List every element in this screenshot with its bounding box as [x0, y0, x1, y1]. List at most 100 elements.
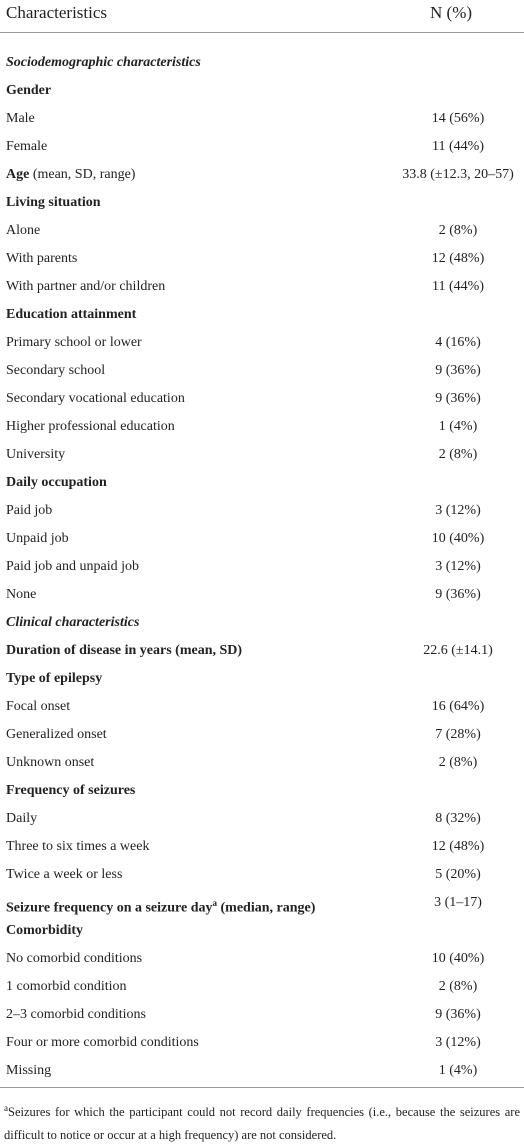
row-label: None: [6, 581, 36, 609]
row-value: 2 (8%): [438, 755, 478, 770]
label-text: Daily occupation: [6, 475, 107, 490]
table-rule: [0, 1087, 524, 1088]
table-row: Secondary vocational education 9 (36%): [0, 385, 524, 413]
label-text: Frequency of seizures: [6, 783, 136, 798]
row-label: Daily: [6, 805, 37, 833]
table-row: Alone 2 (8%): [0, 217, 524, 245]
footnote: aSeizures for which the participant coul…: [4, 1097, 520, 1147]
row-label: Male: [6, 105, 35, 133]
label-text: Paid job and unpaid job: [6, 559, 139, 574]
row-label: With partner and/or children: [6, 273, 165, 301]
row-value: 3 (12%): [435, 503, 481, 518]
table-row: Generalized onset 7 (28%): [0, 721, 524, 749]
label-text: With partner and/or children: [6, 279, 166, 294]
table-row: No comorbid conditions 10 (40%): [0, 945, 524, 973]
row-value: 2 (8%): [438, 223, 478, 238]
label-text: Duration of disease in years (mean, SD): [6, 643, 243, 658]
table-row: With partner and/or children 11 (44%): [0, 273, 524, 301]
table-row: Focal onset 16 (64%): [0, 693, 524, 721]
label-text: Unpaid job: [6, 531, 69, 546]
table-row: 2–3 comorbid conditions 9 (36%): [0, 1001, 524, 1029]
label-text: Alone: [6, 223, 41, 238]
footnote-text: Seizures for which the participant could…: [4, 1105, 520, 1143]
row-value: 3 (12%): [435, 559, 481, 574]
label-text: Secondary vocational education: [6, 391, 185, 406]
label-text: Seizure frequency on a seizure day: [6, 900, 213, 916]
label-text: None: [6, 587, 37, 602]
table-row: Gender: [0, 77, 524, 105]
row-value: 10 (40%): [431, 951, 485, 966]
row-value: 11 (44%): [432, 279, 484, 294]
table-row: Seizure frequency on a seizure daya (med…: [0, 889, 524, 917]
header-cell: Characteristics: [6, 3, 108, 22]
table-row: Secondary school 9 (36%): [0, 357, 524, 385]
row-label: Missing: [6, 1057, 51, 1085]
table-row: University 2 (8%): [0, 441, 524, 469]
row-label: Alone: [6, 217, 40, 245]
row-value: 22.6 (±14.1): [423, 643, 493, 658]
table-row: Duration of disease in years (mean, SD) 2…: [0, 637, 524, 665]
label-text: Type of epilepsy: [6, 671, 103, 686]
row-label: Living situation: [6, 189, 101, 217]
label-text: Male: [6, 111, 35, 126]
row-value: 1 (4%): [438, 419, 478, 434]
row-label: University: [6, 441, 65, 469]
row-value: 14 (56%): [431, 111, 485, 126]
row-label: Unpaid job: [6, 525, 69, 553]
row-label: Twice a week or less: [6, 861, 122, 889]
row-label: 2–3 comorbid conditions: [6, 1001, 146, 1029]
table-row: Type of epilepsy: [0, 665, 524, 693]
label-text: Living situation: [6, 195, 101, 210]
label-text: Higher professional education: [6, 419, 175, 434]
row-label: Paid job and unpaid job: [6, 553, 139, 581]
table-row: Unpaid job 10 (40%): [0, 525, 524, 553]
table-row: Sociodemographic characteristics: [0, 49, 524, 77]
label-text: Primary school or lower: [6, 335, 142, 350]
row-value: 9 (36%): [435, 363, 481, 378]
label-text: Age: [6, 167, 30, 182]
table-row: Twice a week or less 5 (20%): [0, 861, 524, 889]
label-text: Generalized onset: [6, 727, 107, 742]
table-row: Unknown onset 2 (8%): [0, 749, 524, 777]
table-row: Primary school or lower 4 (16%): [0, 329, 524, 357]
row-value: 3 (12%): [435, 1035, 481, 1050]
table-row: Comorbidity: [0, 917, 524, 945]
table-row: With parents 12 (48%): [0, 245, 524, 273]
row-label: 1 comorbid condition: [6, 973, 127, 1001]
row-value: 10 (40%): [431, 531, 485, 546]
table-row: None 9 (36%): [0, 581, 524, 609]
table-row: Paid job 3 (12%): [0, 497, 524, 525]
label-text: Comorbidity: [6, 923, 83, 938]
label-text: Female: [6, 139, 48, 154]
row-value: 12 (48%): [431, 839, 485, 854]
row-value: 11 (44%): [432, 139, 484, 154]
table-row: Age (mean, SD, range) 33.8 (±12.3, 20–57): [0, 161, 524, 189]
label-text: Education attainment: [6, 307, 137, 322]
row-label: Frequency of seizures: [6, 777, 135, 805]
footnote-mark: a: [4, 1103, 8, 1113]
row-label: Female: [6, 133, 47, 161]
table-row: Four or more comorbid conditions 3 (12%): [0, 1029, 524, 1057]
label-text: Missing: [6, 1063, 52, 1078]
table-row: Clinical characteristics: [0, 609, 524, 637]
table-row: Frequency of seizures: [0, 777, 524, 805]
label-detail: (median, range): [217, 900, 316, 916]
row-value: 4 (16%): [435, 335, 481, 350]
row-label: Three to six times a week: [6, 833, 149, 861]
header-cell: N (%): [430, 3, 473, 22]
table-row: Higher professional education 1 (4%): [0, 413, 524, 441]
label-text: No comorbid conditions: [6, 951, 143, 966]
row-value: 12 (48%): [431, 251, 485, 266]
label-text: 1 comorbid condition: [6, 979, 127, 994]
row-label: Higher professional education: [6, 413, 175, 441]
row-label: Paid job: [6, 497, 52, 525]
label-text: Paid job: [6, 503, 53, 518]
row-label: Duration of disease in years (mean, SD): [6, 637, 242, 665]
row-label: Age (mean, SD, range): [6, 161, 135, 189]
row-label: Generalized onset: [6, 721, 107, 749]
label-text: 2–3 comorbid conditions: [6, 1007, 146, 1022]
label-text: Unknown onset: [6, 755, 95, 770]
row-label: Daily occupation: [6, 469, 107, 497]
row-label: Seizure frequency on a seizure daya (med…: [6, 889, 315, 923]
row-value: 8 (32%): [435, 811, 481, 826]
